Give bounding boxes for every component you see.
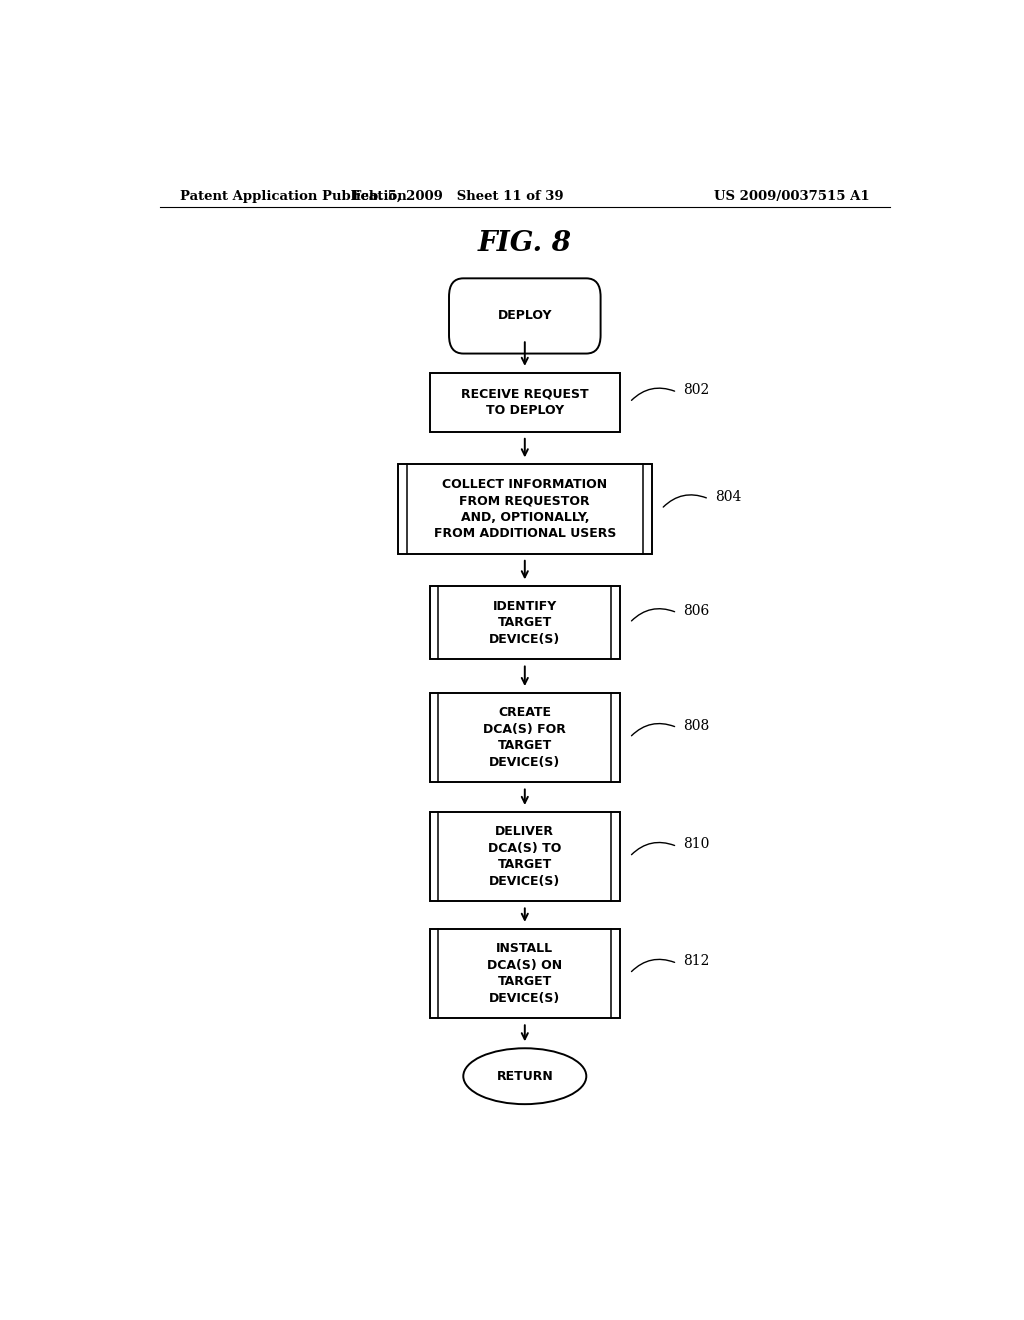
Bar: [430, 693, 621, 783]
Text: FIG. 8: FIG. 8: [478, 230, 571, 257]
Ellipse shape: [463, 1048, 587, 1104]
Text: US 2009/0037515 A1: US 2009/0037515 A1: [715, 190, 870, 202]
Text: 810: 810: [684, 837, 710, 851]
Bar: [430, 586, 621, 660]
Text: INSTALL
DCA(S) ON
TARGET
DEVICE(S): INSTALL DCA(S) ON TARGET DEVICE(S): [487, 942, 562, 1005]
Text: 808: 808: [684, 718, 710, 733]
Bar: [430, 372, 621, 432]
Text: CREATE
DCA(S) FOR
TARGET
DEVICE(S): CREATE DCA(S) FOR TARGET DEVICE(S): [483, 706, 566, 770]
Text: COLLECT INFORMATION
FROM REQUESTOR
AND, OPTIONALLY,
FROM ADDITIONAL USERS: COLLECT INFORMATION FROM REQUESTOR AND, …: [433, 478, 616, 540]
Text: 804: 804: [715, 490, 741, 504]
Text: 812: 812: [684, 954, 710, 969]
Text: Feb. 5, 2009   Sheet 11 of 39: Feb. 5, 2009 Sheet 11 of 39: [351, 190, 563, 202]
Bar: [430, 929, 621, 1018]
Text: RECEIVE REQUEST
TO DEPLOY: RECEIVE REQUEST TO DEPLOY: [461, 388, 589, 417]
Text: RETURN: RETURN: [497, 1069, 553, 1082]
Text: IDENTIFY
TARGET
DEVICE(S): IDENTIFY TARGET DEVICE(S): [489, 599, 560, 645]
Bar: [397, 465, 651, 554]
Bar: [430, 812, 621, 902]
FancyBboxPatch shape: [449, 279, 601, 354]
Text: DELIVER
DCA(S) TO
TARGET
DEVICE(S): DELIVER DCA(S) TO TARGET DEVICE(S): [488, 825, 561, 888]
Text: 802: 802: [684, 383, 710, 397]
Text: 806: 806: [684, 603, 710, 618]
Text: DEPLOY: DEPLOY: [498, 309, 552, 322]
Text: Patent Application Publication: Patent Application Publication: [179, 190, 407, 202]
